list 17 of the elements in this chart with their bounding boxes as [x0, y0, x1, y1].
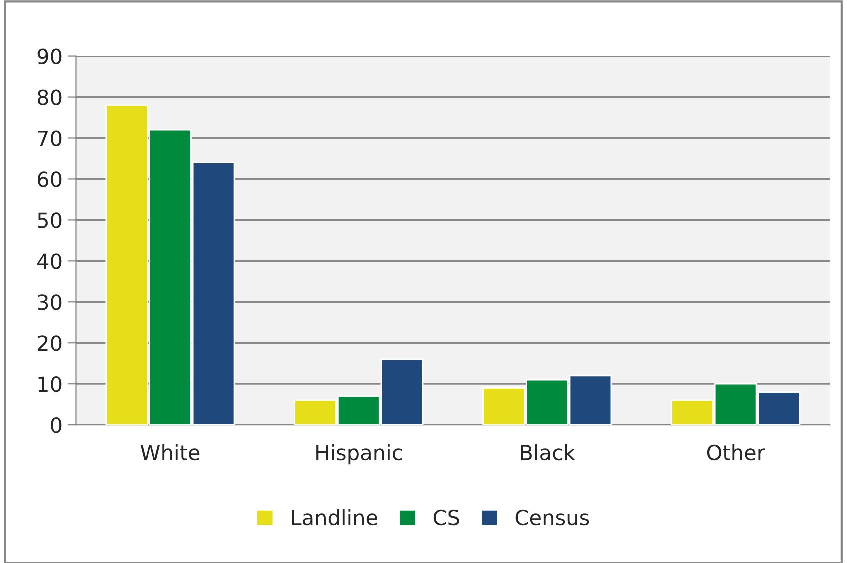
y-tick-label: 10 [38, 376, 62, 392]
y-tick-label: 30 [38, 294, 62, 310]
x-tick-label: White [140, 444, 200, 461]
y-tick-label: 70 [38, 130, 62, 146]
legend-label: CS [434, 510, 460, 526]
legend-label: Landline [292, 510, 378, 526]
y-tick-label: 80 [38, 90, 62, 106]
x-tick-label: Black [521, 444, 576, 461]
y-tick-label: 90 [38, 48, 62, 65]
y-tick-label: 20 [38, 336, 62, 352]
y-tick-label: 60 [38, 172, 62, 188]
x-tick-label: Other [707, 444, 766, 461]
x-tick-label: Hispanic [316, 444, 402, 465]
y-tick-label: 50 [38, 212, 62, 228]
y-tick-label: 0 [51, 418, 62, 434]
y-tick-label: 40 [38, 254, 62, 270]
legend-label: Census [516, 510, 590, 526]
